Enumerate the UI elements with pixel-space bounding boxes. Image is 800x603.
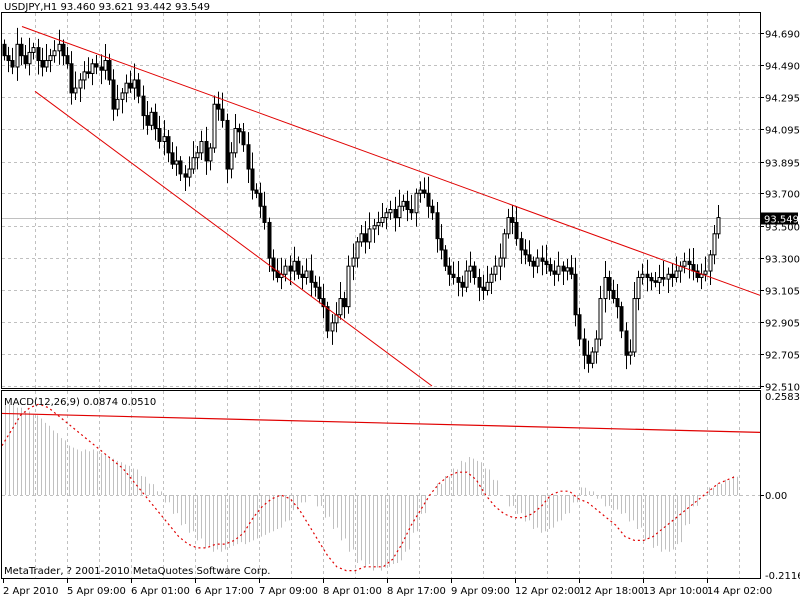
symbol-header: USDJPY,H1 93.460 93.621 93.442 93.549: [4, 2, 210, 13]
lower-trendline[interactable]: [34, 90, 433, 387]
price-grid: [2, 13, 760, 388]
macd-axis-label: 0.2583: [765, 392, 800, 403]
current-price-tag: 93.549: [761, 212, 799, 226]
time-axis[interactable]: 2 Apr 2010 5 Apr 09:00 6 Apr 01:00 6 Apr 17…: [3, 579, 772, 597]
time-axis-label: 5 Apr 09:00: [67, 586, 126, 597]
price-axis-label: 93.895: [765, 159, 800, 170]
macd-signal-line: [1, 403, 737, 572]
price-axis-label: 94.690: [765, 30, 800, 41]
trendlines[interactable]: [21, 26, 761, 387]
candlestick-series: [2, 27, 721, 373]
macd-axis-label: 0.00: [765, 491, 787, 502]
time-axis-label: 13 Apr 10:00: [643, 586, 708, 597]
price-axis-label: 93.700: [765, 190, 800, 201]
time-axis-label: 8 Apr 17:00: [387, 586, 446, 597]
time-axis-label: 6 Apr 17:00: [195, 586, 254, 597]
time-axis-label: 2 Apr 2010: [3, 586, 58, 597]
time-axis-label: 12 Apr 02:00: [515, 586, 580, 597]
price-axis-label: 92.705: [765, 351, 800, 362]
macd-histogram: [5, 400, 738, 571]
macd-trendline[interactable]: [1, 412, 761, 433]
price-axis[interactable]: 94.690 94.490 94.295 94.095 93.895 93.700 93.5…: [760, 30, 800, 394]
svg-text:93.549: 93.549: [764, 215, 799, 226]
time-axis-label: 7 Apr 09:00: [259, 586, 318, 597]
price-axis-label: 94.095: [765, 126, 800, 137]
time-axis-label: 8 Apr 01:00: [323, 586, 382, 597]
time-axis-label: 14 Apr 02:00: [707, 586, 772, 597]
price-axis-label: 94.295: [765, 94, 800, 105]
time-axis-label: 9 Apr 09:00: [451, 586, 510, 597]
macd-grid: [2, 391, 760, 578]
macd-indicator-title: MACD(12,26,9) 0.0874 0.0510: [4, 397, 157, 408]
copyright-text: MetaTrader, ? 2001-2010 MetaQuotes Softw…: [4, 566, 271, 577]
panel-frames: [1, 12, 761, 579]
price-axis-label: 93.105: [765, 287, 800, 298]
price-axis-label: 93.300: [765, 255, 800, 266]
price-axis-label: 92.905: [765, 319, 800, 330]
time-axis-label: 12 Apr 18:00: [579, 586, 644, 597]
price-axis-label: 94.490: [765, 62, 800, 73]
macd-axis: 0.2583 0.00 -0.2116: [760, 392, 800, 582]
macd-axis-label: -0.2116: [765, 571, 800, 582]
time-axis-label: 6 Apr 01:00: [131, 586, 190, 597]
price-axis-label: 93.500: [765, 223, 800, 234]
upper-trendline[interactable]: [21, 26, 761, 296]
price-axis-label: 92.510: [765, 383, 800, 394]
